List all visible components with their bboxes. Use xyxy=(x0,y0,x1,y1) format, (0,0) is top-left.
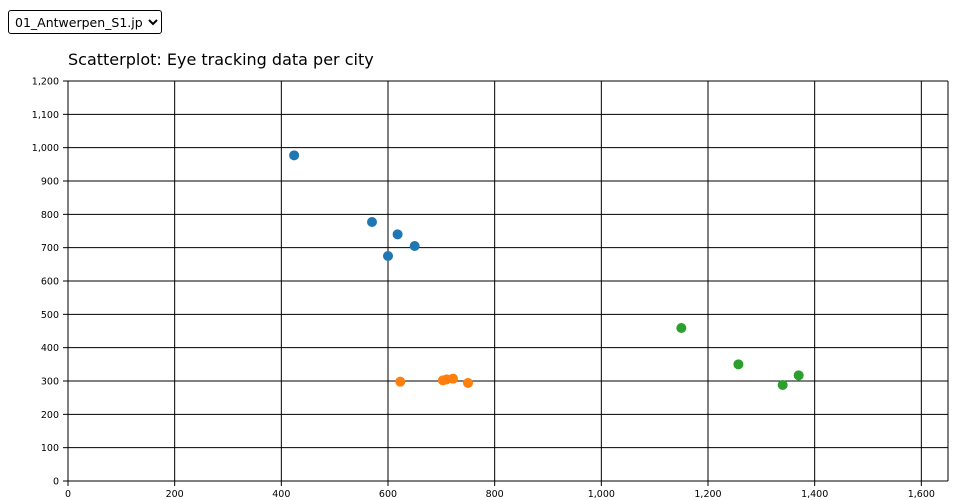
y-tick-label: 0 xyxy=(53,477,59,488)
scatter-point xyxy=(463,378,473,388)
y-tick-label: 1,000 xyxy=(32,143,59,154)
scatter-point xyxy=(793,370,804,381)
grid-lines xyxy=(67,80,948,482)
x-tick-label: 1,600 xyxy=(908,489,935,500)
scatter-point xyxy=(409,241,420,251)
x-tick-label: 800 xyxy=(486,489,504,500)
scatter-point xyxy=(395,376,406,387)
x-tick-label: 1,400 xyxy=(801,489,828,500)
scatter-point xyxy=(448,373,459,384)
y-tick-label: 500 xyxy=(41,310,59,321)
axes xyxy=(63,80,949,486)
x-tick-label: 1,000 xyxy=(588,489,615,500)
y-tick-label: 400 xyxy=(41,343,59,354)
y-tick-labels: 0 100 200 300 400 500 600 700 800 900 1,000 1,100 1,… xyxy=(32,77,59,488)
scatter-point xyxy=(392,229,403,240)
file-select[interactable]: 01_Antwerpen_S1.jpg xyxy=(8,10,162,34)
x-tick-label: 0 xyxy=(65,489,71,500)
y-tick-label: 300 xyxy=(41,377,59,388)
chart-title: Scatterplot: Eye tracking data per city xyxy=(68,50,374,69)
y-tick-label: 600 xyxy=(41,277,59,288)
y-tick-label: 800 xyxy=(41,210,59,221)
y-tick-label: 200 xyxy=(41,410,59,421)
y-tick-label: 700 xyxy=(41,243,59,254)
x-tick-label: 600 xyxy=(379,489,397,500)
y-tick-label: 1,100 xyxy=(32,110,59,121)
x-tick-label: 200 xyxy=(166,489,184,500)
x-tick-labels: 0 200 400 600 800 1,000 1,200 1,400 1,600 xyxy=(65,489,935,500)
y-tick-label: 100 xyxy=(41,443,59,454)
y-tick-label: 900 xyxy=(41,177,59,188)
scatter-point xyxy=(777,380,788,390)
scatter-point xyxy=(676,323,687,333)
scatter-point xyxy=(383,251,393,261)
scatter-point xyxy=(733,359,744,370)
x-tick-label: 400 xyxy=(272,489,290,500)
y-tick-label: 1,200 xyxy=(32,77,59,88)
scatter-point xyxy=(367,217,377,227)
data-points xyxy=(289,150,804,390)
scatter-point xyxy=(289,150,300,161)
x-tick-label: 1,200 xyxy=(694,489,721,500)
